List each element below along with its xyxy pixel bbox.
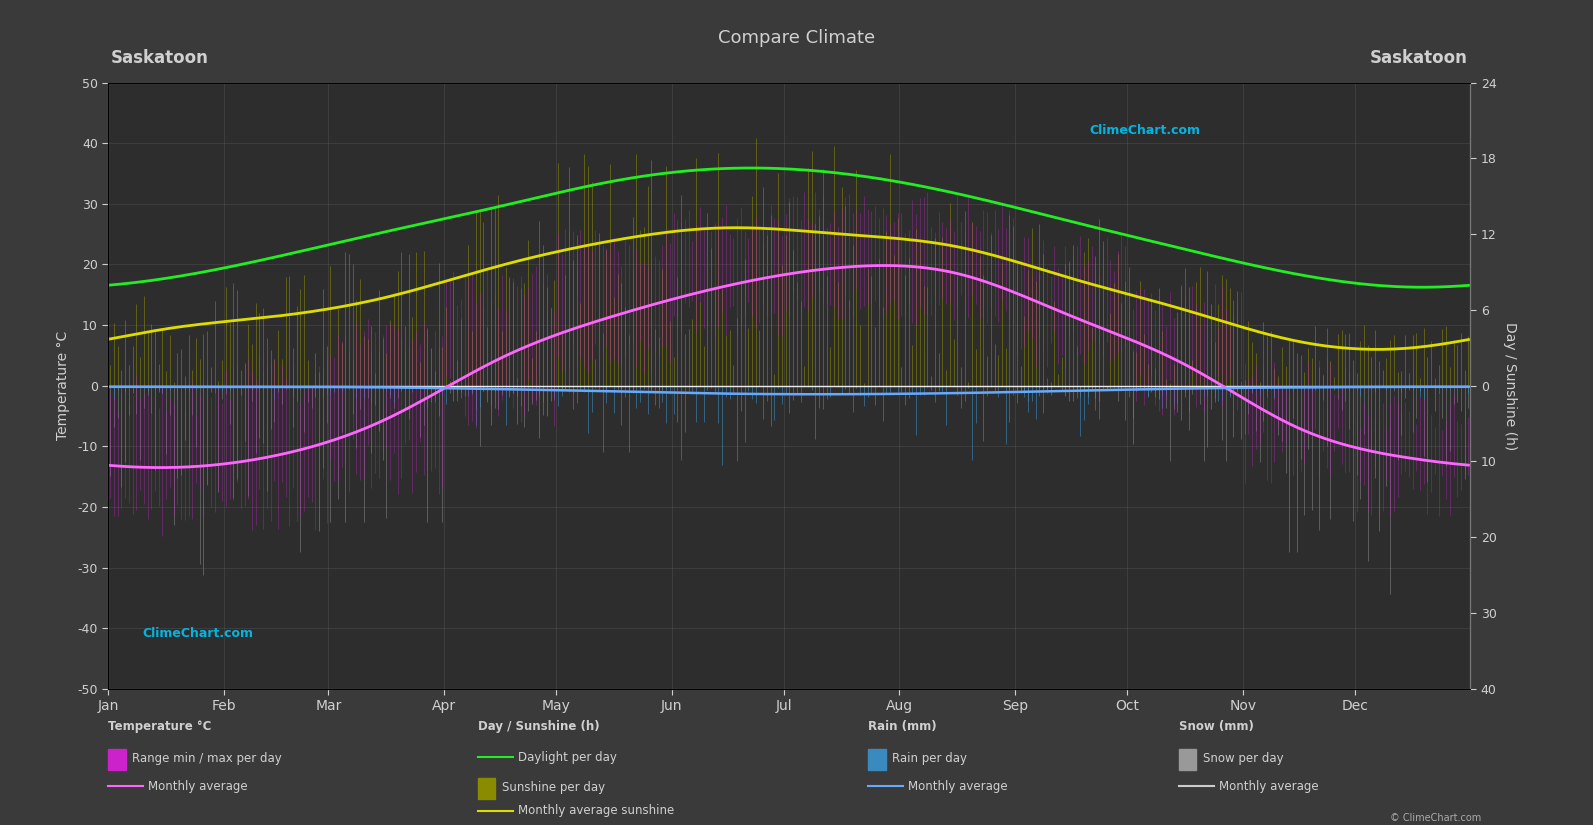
Y-axis label: Temperature °C: Temperature °C [56,331,70,441]
Text: Monthly average sunshine: Monthly average sunshine [518,804,674,818]
Text: Snow per day: Snow per day [1203,752,1284,766]
Text: Monthly average: Monthly average [908,780,1008,793]
Text: Range min / max per day: Range min / max per day [132,752,282,766]
Text: ClimeChart.com: ClimeChart.com [1090,124,1200,137]
Text: Rain (mm): Rain (mm) [868,720,937,733]
Y-axis label: Day / Sunshine (h): Day / Sunshine (h) [1504,322,1518,450]
Text: Saskatoon: Saskatoon [1370,50,1467,68]
Text: ClimeChart.com: ClimeChart.com [142,627,253,640]
Text: Saskatoon: Saskatoon [112,50,209,68]
Text: Temperature °C: Temperature °C [108,720,212,733]
Text: Monthly average: Monthly average [1219,780,1319,793]
Text: © ClimeChart.com: © ClimeChart.com [1391,813,1481,823]
Text: Snow (mm): Snow (mm) [1179,720,1254,733]
Text: Rain per day: Rain per day [892,752,967,766]
Text: Monthly average: Monthly average [148,780,249,793]
Text: Daylight per day: Daylight per day [518,751,616,764]
Text: Sunshine per day: Sunshine per day [502,781,605,794]
Text: Day / Sunshine (h): Day / Sunshine (h) [478,720,599,733]
Text: Compare Climate: Compare Climate [718,29,875,47]
